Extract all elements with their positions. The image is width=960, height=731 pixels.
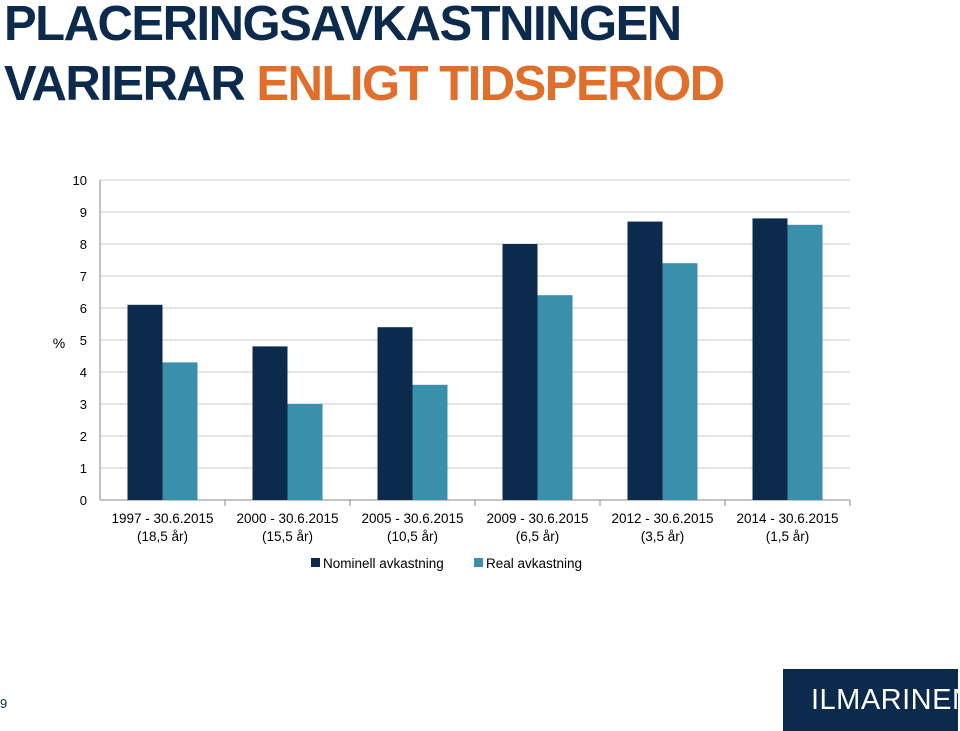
x-tick-label: (3,5 år) (641, 529, 685, 544)
title-line-2: VARIERAR (4, 57, 257, 111)
bar-real (162, 362, 198, 500)
x-tick-label: (18,5 år) (137, 529, 188, 544)
y-tick-label: 9 (80, 205, 87, 220)
bar-real (287, 404, 323, 500)
x-tick-label: 2005 - 30.6.2015 (361, 511, 463, 526)
y-axis-label: % (53, 335, 65, 351)
bar-real (662, 263, 698, 500)
x-tick-label: 2000 - 30.6.2015 (236, 511, 338, 526)
y-tick-label: 3 (80, 397, 87, 412)
y-tick-label: 7 (80, 269, 87, 284)
x-tick-label: (1,5 år) (766, 529, 810, 544)
bar-nominal (127, 304, 163, 500)
y-tick-label: 2 (80, 429, 87, 444)
y-tick-label: 5 (80, 333, 87, 348)
title-accent: ENLIGT TIDSPERIOD (256, 57, 725, 111)
x-tick-label: (6,5 år) (516, 529, 560, 544)
bar-real (412, 384, 448, 500)
title-line-1: PLACERINGSAVKASTNINGEN (4, 0, 682, 51)
page-title: PLACERINGSAVKASTNINGEN VARIERAR ENLIGT T… (4, 0, 725, 114)
x-tick-label: 2012 - 30.6.2015 (611, 511, 713, 526)
x-tick-label: 1997 - 30.6.2015 (111, 511, 213, 526)
bar-real (537, 295, 573, 500)
page-number: 9 (0, 696, 8, 711)
y-tick-label: 10 (73, 173, 87, 188)
y-tick-label: 0 (80, 493, 87, 508)
y-tick-label: 1 (80, 461, 87, 476)
y-tick-label: 4 (80, 365, 87, 380)
bar-real (787, 224, 823, 501)
bar-nominal (627, 221, 663, 500)
bar-nominal (502, 244, 538, 500)
company-logo: ILMARINEN (783, 669, 960, 731)
legend-label: Real avkastning (486, 556, 582, 571)
legend-swatch (311, 558, 320, 567)
bar-nominal (377, 327, 413, 500)
x-tick-label: (10,5 år) (387, 529, 438, 544)
y-tick-label: 8 (80, 237, 87, 252)
x-tick-label: 2014 - 30.6.2015 (736, 511, 838, 526)
x-tick-label: 2009 - 30.6.2015 (486, 511, 588, 526)
legend-swatch (474, 558, 483, 567)
logo-text: ILMARINEN (811, 683, 960, 716)
bar-chart: 0 1 2 3 4 5 6 7 8 9 10% 1997 - 30.6.2015 (18,5 år) 20… (53, 173, 851, 571)
bar-nominal (752, 218, 788, 500)
x-tick-label: (15,5 år) (262, 529, 313, 544)
y-tick-label: 6 (80, 301, 87, 316)
legend-label: Nominell avkastning (323, 556, 444, 571)
bar-nominal (252, 346, 288, 500)
